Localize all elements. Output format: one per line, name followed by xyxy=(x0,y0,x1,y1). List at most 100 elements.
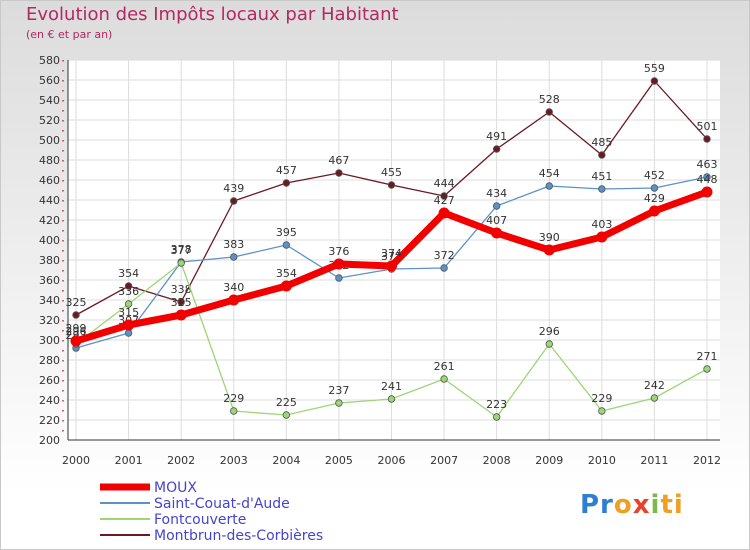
data-point xyxy=(440,264,448,272)
y-tick-label: 220 xyxy=(39,414,60,427)
data-point xyxy=(492,413,501,421)
data-label: 491 xyxy=(486,130,507,143)
data-label: 407 xyxy=(486,214,507,227)
data-label: 485 xyxy=(591,136,612,149)
data-label: 448 xyxy=(697,173,718,186)
data-label: 455 xyxy=(381,166,402,179)
data-label: 427 xyxy=(434,194,455,207)
data-point xyxy=(72,311,80,319)
x-tick-label: 2003 xyxy=(220,454,248,467)
y-tick-label: 280 xyxy=(39,354,60,367)
data-point xyxy=(545,182,553,190)
x-tick-label: 2008 xyxy=(483,454,511,467)
legend-label: Fontcouverte xyxy=(154,512,246,528)
data-label: 237 xyxy=(328,384,349,397)
data-point xyxy=(175,309,187,321)
data-label: 242 xyxy=(644,379,665,392)
data-label: 439 xyxy=(223,182,244,195)
data-label: 296 xyxy=(66,325,87,338)
data-point xyxy=(282,411,291,419)
data-point xyxy=(492,202,501,210)
data-label: 451 xyxy=(591,170,612,183)
data-point xyxy=(703,365,711,373)
data-point xyxy=(230,197,238,205)
data-point xyxy=(545,340,553,348)
data-point xyxy=(491,227,503,239)
data-point xyxy=(230,407,238,415)
data-label: 559 xyxy=(644,62,665,75)
x-tick-label: 2012 xyxy=(693,454,721,467)
data-label: 403 xyxy=(591,218,612,231)
data-label: 225 xyxy=(276,396,297,409)
data-label: 223 xyxy=(486,398,507,411)
data-point xyxy=(598,151,606,159)
data-point xyxy=(703,173,711,181)
y-tick-label: 320 xyxy=(39,314,60,327)
data-label: 377 xyxy=(171,244,192,257)
legend-label: MOUX xyxy=(154,480,197,496)
y-tick-label: 380 xyxy=(39,254,60,267)
y-tick-label: 420 xyxy=(39,214,60,227)
data-label: 241 xyxy=(381,380,402,393)
data-point xyxy=(545,108,553,116)
data-point xyxy=(703,135,711,143)
data-label: 325 xyxy=(66,296,87,309)
data-point xyxy=(123,319,135,331)
y-tick-label: 360 xyxy=(39,274,60,287)
x-tick-label: 2009 xyxy=(535,454,563,467)
data-point xyxy=(440,192,448,200)
data-point xyxy=(335,274,343,282)
data-label: 229 xyxy=(223,392,244,405)
data-point xyxy=(177,259,185,267)
y-tick-label: 480 xyxy=(39,154,60,167)
y-tick-label: 500 xyxy=(39,134,60,147)
x-tick-label: 2001 xyxy=(115,454,143,467)
data-point xyxy=(282,179,291,187)
data-label: 229 xyxy=(591,392,612,405)
data-point xyxy=(440,375,448,383)
y-tick-label: 400 xyxy=(39,234,60,247)
chart-title: Evolution des Impôts locaux par Habitant xyxy=(26,4,399,25)
data-label: 383 xyxy=(223,238,244,251)
data-label: 372 xyxy=(434,249,455,262)
data-label: 374 xyxy=(381,247,402,260)
data-point xyxy=(386,260,397,272)
data-point xyxy=(124,282,133,290)
data-point xyxy=(650,77,659,85)
data-point xyxy=(701,186,713,198)
x-tick-label: 2000 xyxy=(62,454,90,467)
data-point xyxy=(596,231,608,243)
x-tick-label: 2007 xyxy=(430,454,458,467)
plot-area xyxy=(68,60,720,440)
data-label: 336 xyxy=(118,285,139,298)
data-label: 463 xyxy=(697,158,718,171)
data-label: 429 xyxy=(644,192,665,205)
y-tick-label: 200 xyxy=(39,434,60,447)
x-tick-label: 2004 xyxy=(272,454,300,467)
data-label: 315 xyxy=(118,306,139,319)
data-label: 467 xyxy=(328,154,349,167)
data-label: 299 xyxy=(66,322,87,335)
y-tick-label: 440 xyxy=(39,194,60,207)
y-tick-label: 300 xyxy=(39,334,60,347)
y-tick-label: 240 xyxy=(39,394,60,407)
data-point xyxy=(387,395,396,403)
data-point xyxy=(387,181,396,189)
data-point xyxy=(228,294,240,306)
legend-label: Saint-Couat-d'Aude xyxy=(154,496,290,512)
data-label: 261 xyxy=(434,360,455,373)
x-tick-label: 2011 xyxy=(640,454,668,467)
data-point xyxy=(177,298,185,306)
data-point xyxy=(335,399,343,407)
data-label: 338 xyxy=(171,283,192,296)
data-label: 395 xyxy=(276,226,297,239)
data-point xyxy=(648,205,660,217)
data-label: 454 xyxy=(539,167,560,180)
data-point xyxy=(280,280,292,292)
data-point xyxy=(438,207,450,219)
data-label: 444 xyxy=(434,177,455,190)
data-label: 354 xyxy=(118,267,139,280)
y-tick-label: 520 xyxy=(39,114,60,127)
data-point xyxy=(333,258,345,270)
